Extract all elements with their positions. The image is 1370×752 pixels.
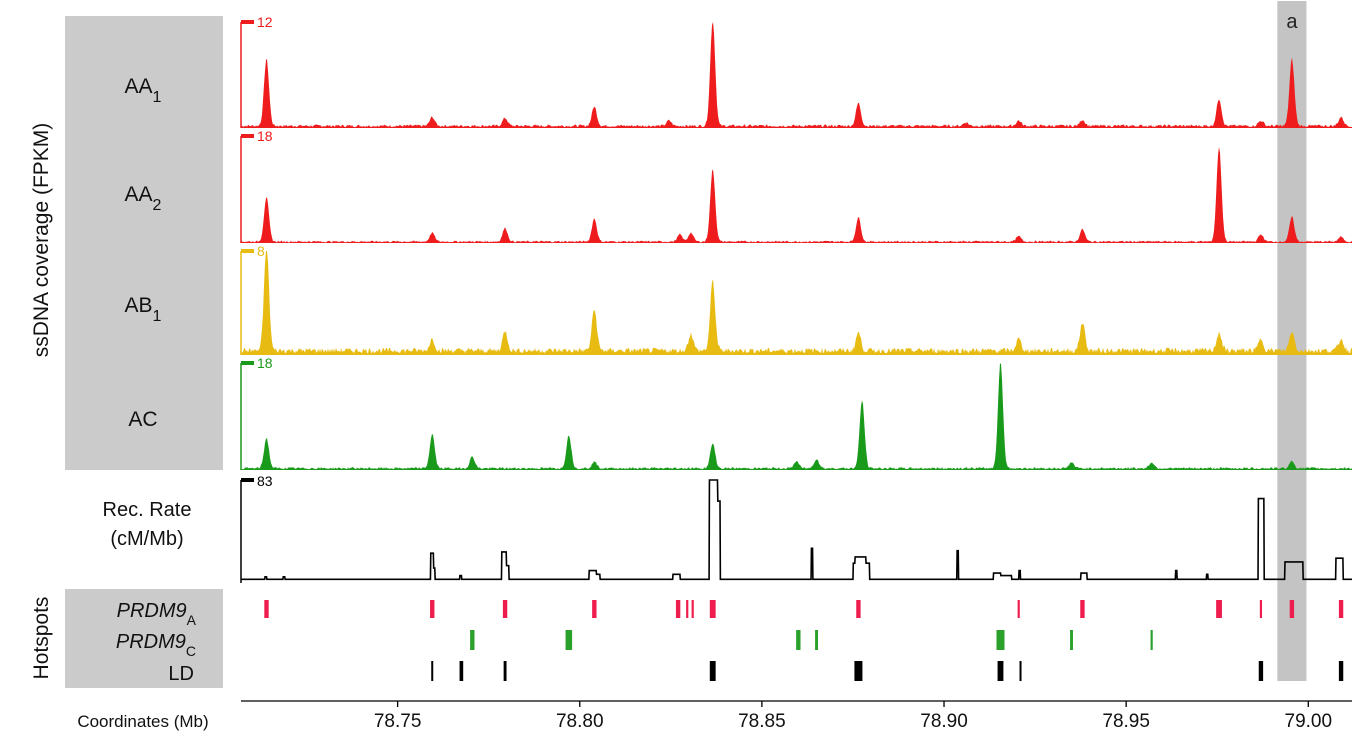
hotspot-label-panel (65, 589, 223, 688)
hotspots-axis-title: Hotspots (30, 597, 53, 680)
coverage-area-ab1 (241, 251, 1352, 355)
x-tick-label-5: 79.00 (1285, 711, 1333, 732)
hotspot-mark-prdm9c-6 (1150, 630, 1153, 650)
hotspot-mark-prdm9c-3 (815, 630, 818, 650)
track-max-label-ac: 18 (257, 355, 273, 371)
hotspot-mark-ld-5 (997, 661, 1004, 681)
hotspot-mark-prdm9a-14 (1338, 600, 1344, 618)
highlight-label: a (1286, 11, 1298, 33)
hotspot-mark-prdm9a-2 (502, 600, 508, 618)
track-label-ac-main: AC (128, 408, 157, 431)
hotspot-mark-ld-2 (503, 661, 507, 681)
track-label-aa1-main: AA (125, 75, 153, 98)
x-axis-title: Coordinates (Mb) (77, 712, 208, 731)
x-tick-label-3: 78.90 (920, 711, 968, 732)
hotspot-mark-prdm9c-1 (565, 630, 573, 650)
hotspot-mark-prdm9a-8 (856, 600, 861, 618)
hotspot-mark-ld-1 (459, 661, 464, 681)
track-max-tick-ab1 (241, 249, 254, 253)
hotspot-mark-prdm9a-0 (264, 600, 269, 618)
track-max-tick-ac (241, 361, 254, 365)
coverage-area-aa2 (241, 146, 1352, 243)
hotspot-mark-prdm9a-10 (1080, 600, 1085, 618)
hotspot-mark-ld-8 (1338, 661, 1344, 681)
coverage-area-aa1 (241, 22, 1352, 128)
track-label-aa2-sub: 2 (153, 197, 162, 214)
hotspot-mark-ld-6 (1019, 661, 1022, 681)
x-tick-label-2: 78.85 (738, 711, 786, 732)
hotspot-label-prdm9c-sub: C (186, 643, 196, 659)
track-max-label-ab1: 8 (257, 243, 265, 259)
hotspot-mark-prdm9c-2 (796, 630, 801, 650)
y-axis-title: ssDNA coverage (FPKM) (30, 123, 53, 358)
hotspot-mark-prdm9a-5 (686, 600, 689, 618)
track-label-ab1-main: AB (125, 294, 153, 317)
track-label-aa2: AA2 (125, 183, 162, 214)
rec-rate-label-line1: Rec. Rate (103, 499, 192, 521)
track-label-panel (65, 16, 223, 470)
hotspot-mark-prdm9a-4 (675, 600, 681, 618)
hotspot-label-prdm9c: PRDM9C (116, 631, 196, 659)
hotspot-mark-prdm9a-7 (709, 600, 716, 618)
hotspot-mark-prdm9a-12 (1259, 600, 1263, 618)
plot-area: 12 18 8 18 83 78.75 78.80 78.85 78.90 78.95 79.00 (240, 14, 1352, 732)
hotspot-mark-prdm9a-11 (1216, 600, 1222, 618)
hotspot-mark-ld-3 (709, 661, 716, 681)
hotspot-mark-prdm9a-9 (1017, 600, 1020, 618)
track-label-aa2-main: AA (125, 183, 153, 206)
hotspot-mark-prdm9a-3 (592, 600, 597, 618)
hotspot-label-prdm9c-main: PRDM9 (116, 631, 186, 653)
track-max-label-aa2: 18 (257, 128, 273, 144)
track-label-ab1: AB1 (125, 294, 162, 325)
hotspot-label-prdm9a: PRDM9A (117, 600, 197, 628)
rec-rate-max-label: 83 (257, 473, 273, 489)
hotspot-mark-prdm9c-0 (470, 630, 475, 650)
hotspot-mark-prdm9c-4 (996, 630, 1005, 650)
hotspot-label-prdm9a-sub: A (187, 612, 197, 628)
track-max-tick-aa2 (241, 134, 254, 138)
track-label-aa1-sub: 1 (153, 89, 162, 106)
hotspot-mark-ld-4 (854, 661, 863, 681)
track-label-aa1: AA1 (125, 75, 162, 106)
hotspot-mark-ld-7 (1258, 661, 1264, 681)
x-tick-label-0: 78.75 (374, 711, 422, 732)
rec-rate-max-tick (241, 478, 254, 482)
hotspot-label-prdm9a-main: PRDM9 (117, 600, 187, 622)
hotspot-mark-ld-0 (431, 661, 434, 681)
hotspot-mark-prdm9a-6 (691, 600, 694, 618)
x-tick-label-1: 78.80 (556, 711, 604, 732)
hotspot-mark-prdm9c-5 (1070, 630, 1073, 650)
track-max-label-aa1: 12 (257, 14, 273, 30)
hotspot-label-ld: LD (168, 663, 194, 685)
rec-rate-label-line2: (cM/Mb) (110, 528, 183, 550)
coverage-area-ac (241, 363, 1352, 470)
track-label-ab1-sub: 1 (153, 308, 162, 325)
rec-rate-line (241, 479, 1352, 581)
hotspot-mark-prdm9a-13 (1289, 600, 1295, 618)
track-label-ac: AC (128, 408, 157, 431)
hotspot-mark-prdm9a-1 (430, 600, 435, 618)
x-tick-label-4: 78.95 (1102, 711, 1150, 732)
track-max-tick-aa1 (241, 20, 254, 24)
